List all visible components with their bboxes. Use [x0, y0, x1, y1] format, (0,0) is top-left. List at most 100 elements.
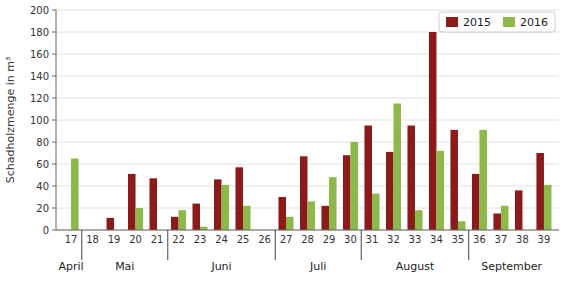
bar — [300, 156, 308, 230]
bar — [107, 218, 115, 230]
y-tick-label: 180 — [30, 27, 49, 38]
bar — [372, 194, 380, 230]
x-tick-label: 29 — [323, 234, 336, 245]
y-tick-label: 60 — [36, 159, 49, 170]
x-tick-label: 23 — [194, 234, 207, 245]
x-tick-label: 18 — [86, 234, 99, 245]
bar — [278, 197, 286, 230]
grid-line — [56, 76, 559, 77]
bar — [472, 174, 480, 230]
bar — [386, 152, 394, 230]
grid-line — [56, 230, 559, 231]
bar — [179, 210, 187, 230]
x-tick-label: 22 — [172, 234, 185, 245]
y-tick — [52, 54, 56, 55]
x-tick-label: 25 — [237, 234, 250, 245]
bar — [329, 177, 337, 230]
x-tick-label: 19 — [108, 234, 121, 245]
bar — [235, 167, 243, 230]
bar — [364, 126, 372, 231]
month-separator — [81, 230, 82, 260]
x-tick-label: 33 — [409, 234, 422, 245]
month-label: Juli — [309, 260, 326, 273]
y-tick — [52, 120, 56, 121]
y-tick — [52, 32, 56, 33]
y-tick-label: 20 — [36, 203, 49, 214]
y-tick-label: 140 — [30, 71, 49, 82]
y-tick-label: 40 — [36, 181, 49, 192]
bar — [128, 174, 136, 230]
bar — [458, 221, 466, 230]
x-tick-label: 17 — [65, 234, 78, 245]
bar — [171, 217, 179, 230]
y-tick-label: 120 — [30, 93, 49, 104]
month-separator — [361, 230, 362, 260]
y-tick — [52, 142, 56, 143]
bar — [393, 104, 401, 231]
bar — [350, 142, 358, 230]
bar — [450, 130, 458, 230]
legend-swatch — [503, 17, 515, 27]
x-tick-label: 39 — [538, 234, 551, 245]
grid-line — [56, 54, 559, 55]
y-tick-label: 200 — [30, 5, 49, 16]
bar — [150, 178, 158, 230]
bar — [429, 32, 437, 230]
legend-swatch — [446, 17, 458, 27]
y-tick-label: 100 — [30, 115, 49, 126]
bar — [243, 206, 251, 230]
x-tick-label: 28 — [301, 234, 314, 245]
x-tick-label: 27 — [280, 234, 293, 245]
grid-line — [56, 10, 559, 11]
x-tick-label: 37 — [495, 234, 508, 245]
x-axis — [56, 230, 559, 231]
bar — [479, 130, 487, 230]
grid-line — [56, 98, 559, 99]
month-label: August — [396, 260, 435, 273]
y-tick — [52, 186, 56, 187]
x-tick-label: 24 — [215, 234, 228, 245]
legend-label: 2015 — [463, 16, 491, 29]
chart: 020406080100120140160180200Schadholzmeng… — [0, 0, 569, 288]
y-tick-label: 160 — [30, 49, 49, 60]
y-tick — [52, 230, 56, 231]
bar — [222, 185, 230, 230]
x-tick-label: 32 — [387, 234, 400, 245]
legend-box — [439, 12, 555, 32]
bars — [71, 32, 551, 230]
y-tick — [52, 76, 56, 77]
bar — [515, 190, 523, 230]
legend-label: 2016 — [520, 16, 548, 29]
bar — [343, 155, 351, 230]
bar — [286, 217, 294, 230]
bar — [436, 151, 444, 230]
bar — [544, 185, 552, 230]
y-tick-label: 0 — [43, 225, 49, 236]
bar — [407, 126, 415, 231]
month-separator — [167, 230, 168, 260]
bar — [214, 179, 222, 230]
bar — [415, 210, 423, 230]
y-tick — [52, 208, 56, 209]
y-axis-label: Schadholzmenge in m³ — [4, 57, 17, 184]
x-tick-label: 34 — [430, 234, 443, 245]
bar — [71, 159, 79, 231]
bar — [321, 206, 329, 230]
y-tick — [52, 10, 56, 11]
month-label: April — [58, 260, 83, 273]
x-tick-label: 38 — [516, 234, 529, 245]
month-label: Juni — [210, 260, 231, 273]
x-tick-label: 36 — [473, 234, 486, 245]
bar — [501, 206, 509, 230]
x-tick-label: 30 — [344, 234, 357, 245]
grid-line — [56, 120, 559, 121]
x-tick-label: 31 — [366, 234, 379, 245]
month-separator — [275, 230, 276, 260]
legend: 2015 2016 — [439, 12, 555, 32]
bar — [136, 208, 144, 230]
y-tick — [52, 98, 56, 99]
y-axis — [56, 10, 57, 230]
bar — [192, 204, 200, 230]
bar — [308, 201, 316, 230]
bar — [536, 153, 544, 230]
